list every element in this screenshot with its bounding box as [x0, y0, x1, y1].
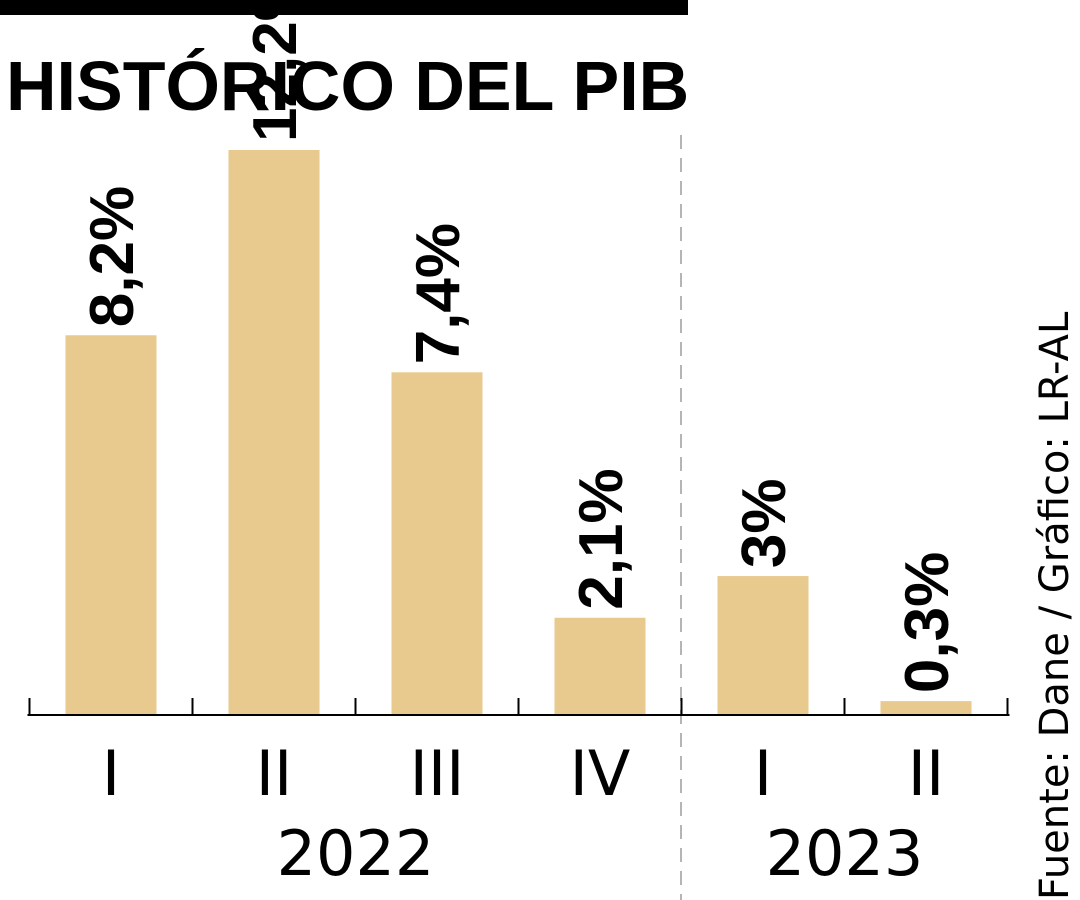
x-tick-label: IV — [570, 737, 631, 810]
x-tick-label: I — [102, 737, 120, 810]
bar — [717, 576, 809, 715]
bar — [65, 335, 157, 715]
bar — [554, 617, 646, 715]
x-tick-label: I — [754, 737, 772, 810]
value-label: 12,2% — [241, 0, 310, 142]
bar — [228, 150, 320, 715]
value-label: 8,2% — [78, 186, 147, 327]
chart-title: HISTÓRICO DEL PIB — [6, 47, 689, 125]
value-label: 0,3% — [893, 552, 962, 693]
value-label: 7,4% — [404, 223, 473, 364]
x-tick-label: III — [410, 737, 465, 810]
bar — [880, 701, 972, 715]
title-bar — [0, 0, 688, 15]
year-group-label: 2023 — [766, 817, 924, 890]
year-group-label: 2022 — [277, 817, 435, 890]
source-note: Fuente: Dane / Gráfico: LR-AL — [1032, 311, 1078, 900]
value-label: 3% — [730, 478, 799, 568]
value-label: 2,1% — [567, 468, 636, 609]
x-tick-label: II — [908, 737, 945, 810]
x-tick-label: II — [256, 737, 293, 810]
bar — [391, 372, 483, 715]
